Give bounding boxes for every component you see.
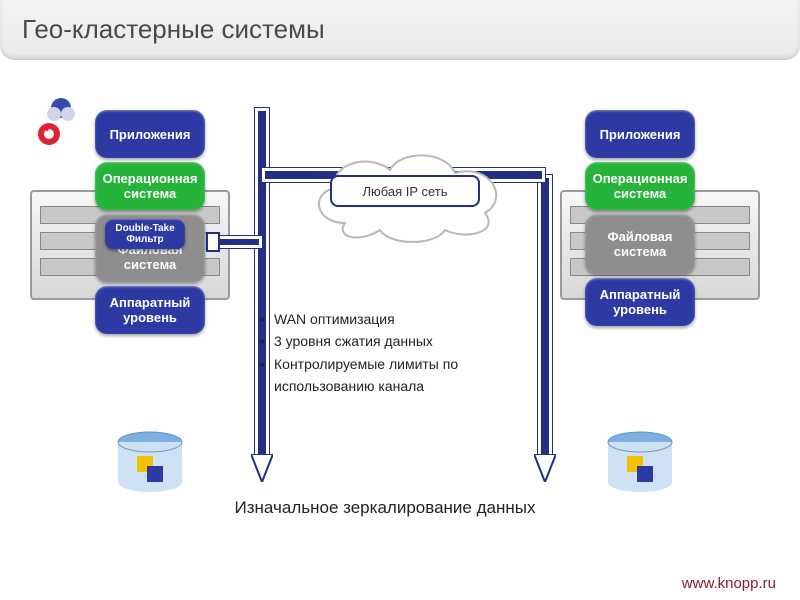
layer-apps-right: Приложения — [585, 110, 695, 158]
layer-fs-right: Файловая система — [585, 214, 695, 274]
pipe-stub — [214, 236, 262, 248]
bullet-1: WAN оптимизация — [260, 308, 550, 330]
corner-icon — [34, 94, 88, 148]
layer-hw-right: Аппаратный уровень — [585, 278, 695, 326]
arrow-down-right — [534, 454, 556, 482]
filter-line2: Фильтр — [107, 234, 183, 245]
bottom-caption: Изначальное зеркалирование данных — [215, 498, 555, 518]
bullet-3: Контролируемые лимиты по использованию к… — [260, 353, 550, 398]
footer-url: www.knopp.ru — [682, 575, 776, 592]
feature-bullets: WAN оптимизация 3 уровня сжатия данных К… — [260, 308, 550, 398]
database-icon-right — [605, 430, 675, 496]
cloud-label-panel: Любая IP сеть — [330, 175, 480, 207]
page-title: Гео-кластерные системы — [0, 0, 800, 60]
pipe-vertical-left — [255, 108, 269, 458]
bullet-2: 3 уровня сжатия данных — [260, 330, 550, 352]
layer-apps-left: Приложения — [95, 110, 205, 158]
filter-line1: Double-Take — [107, 223, 183, 234]
cloud-label: Любая IP сеть — [363, 184, 448, 199]
database-icon-left — [115, 430, 185, 496]
layer-os-left: Операционная система — [95, 162, 205, 210]
layer-hw-left: Аппаратный уровень — [95, 286, 205, 334]
filter-badge: Double-Take Фильтр — [105, 219, 185, 249]
diagram-canvas: Любая IP сеть Приложения Операционная си… — [0, 60, 800, 600]
layer-os-right: Операционная система — [585, 162, 695, 210]
arrow-down-left — [251, 454, 273, 482]
stack-right: Приложения Операционная система Файловая… — [580, 110, 700, 326]
